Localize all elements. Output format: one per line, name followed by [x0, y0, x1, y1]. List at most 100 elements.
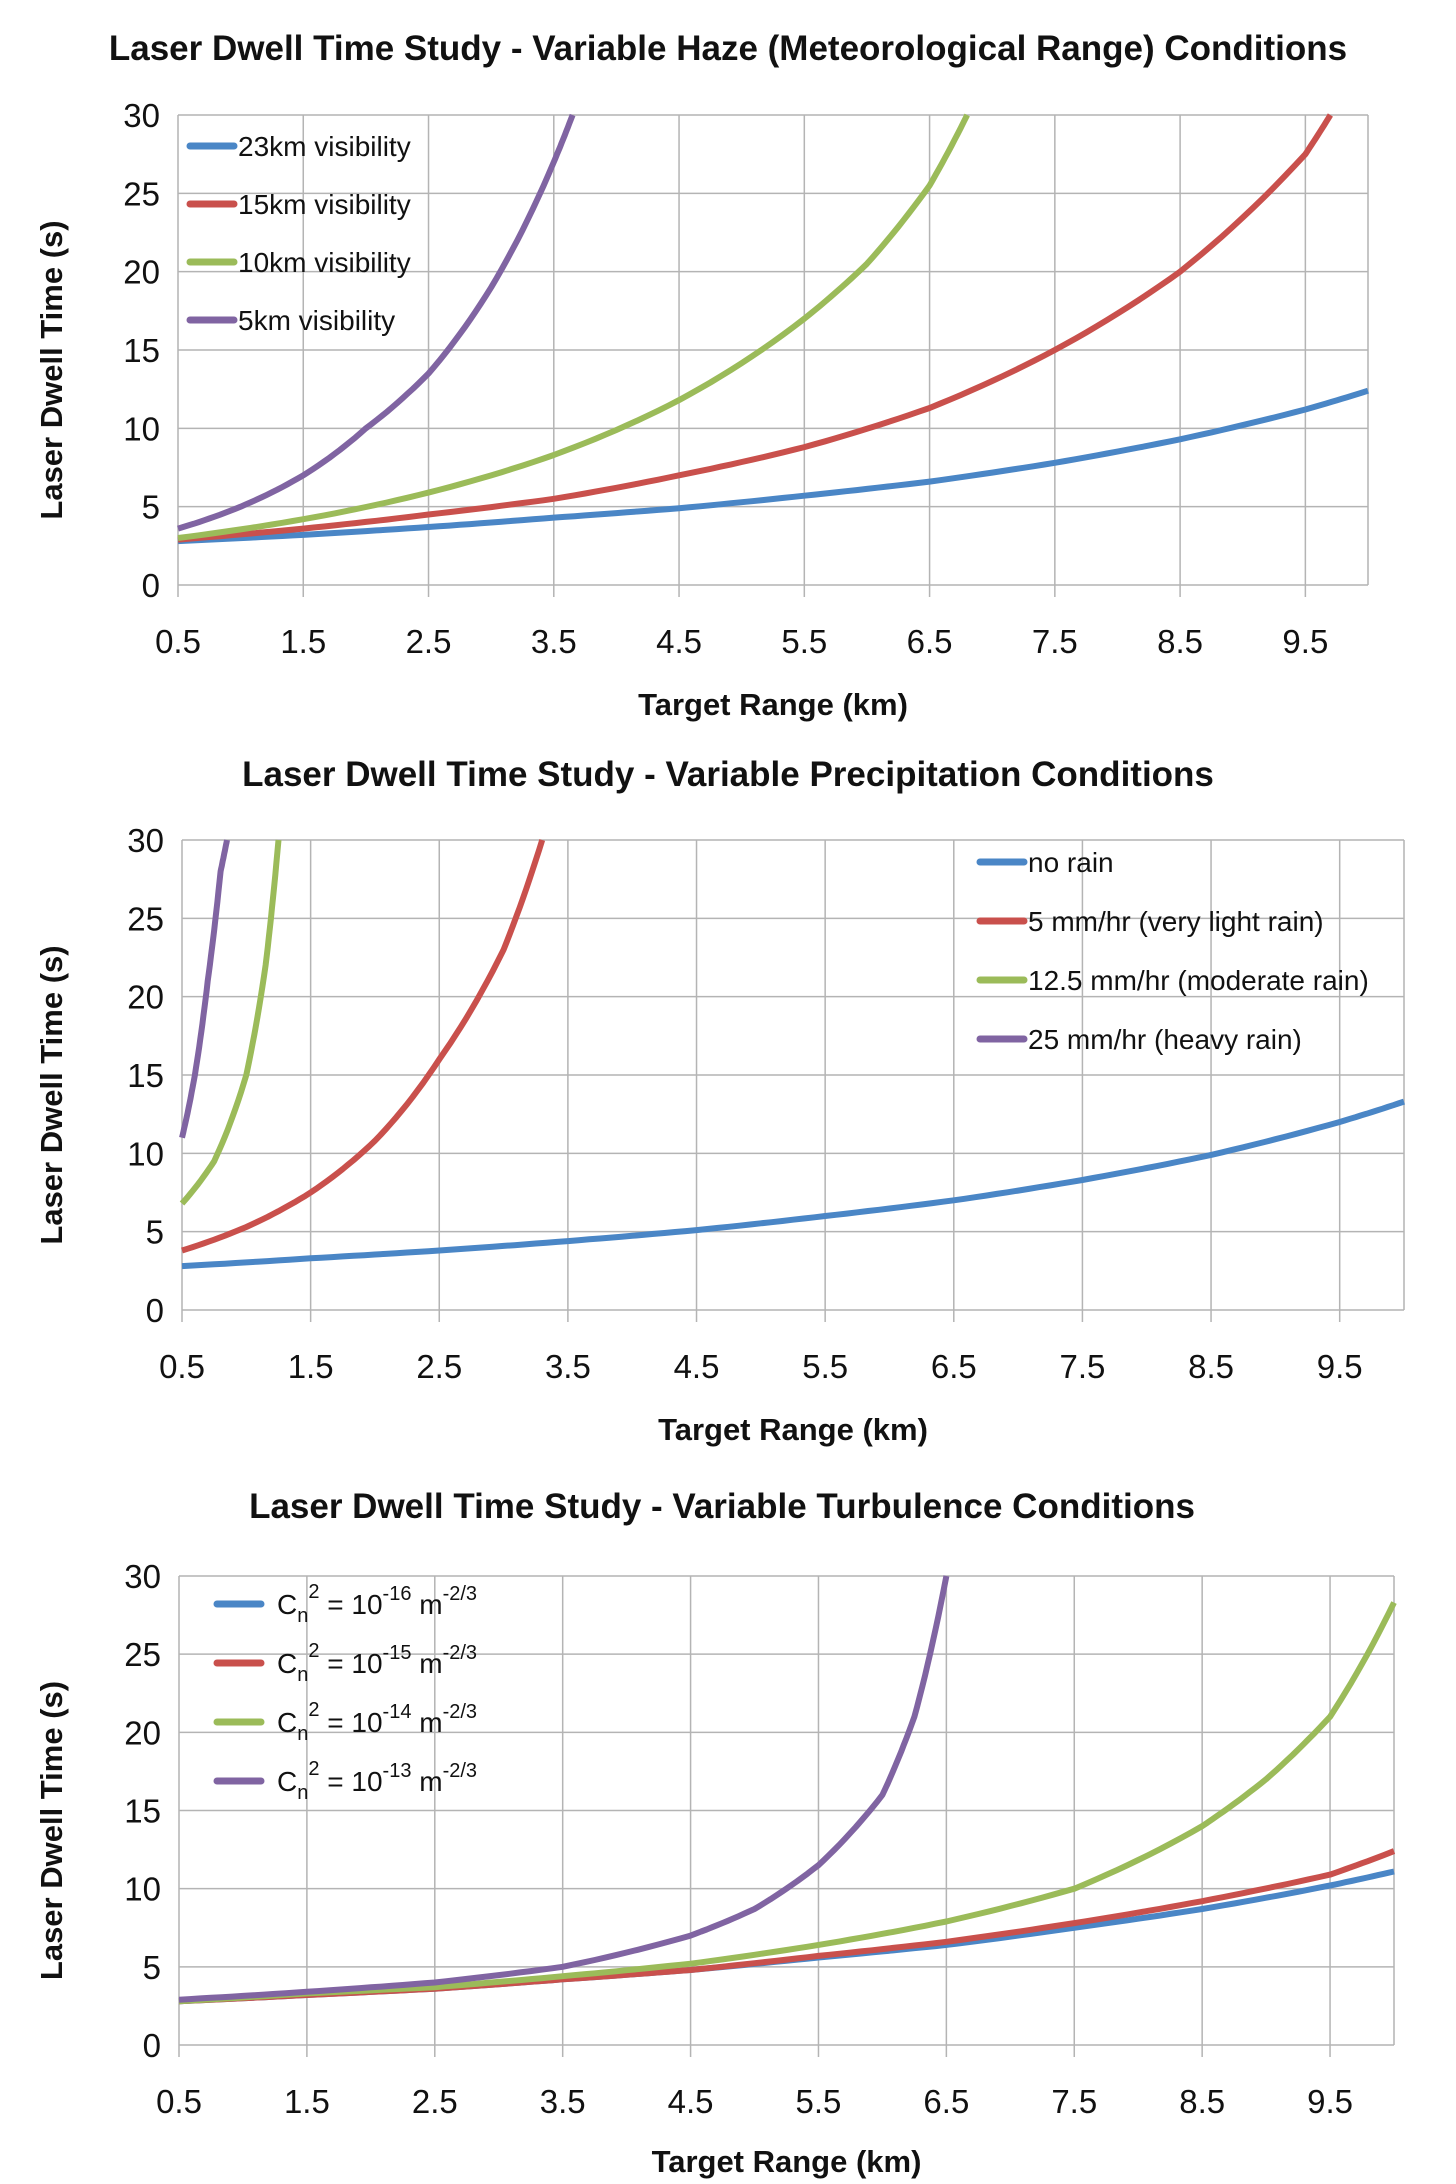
y-axis-label: Laser Dwell Time (s) — [34, 945, 69, 1244]
legend-label: Cn2 = 10-16 m-2/3 — [277, 1581, 477, 1627]
y-tick-label: 15 — [124, 1793, 161, 1830]
x-tick-label: 7.5 — [1059, 1348, 1105, 1385]
legend-unit: m — [411, 1707, 442, 1738]
x-tick-label: 7.5 — [1051, 2083, 1097, 2120]
y-tick-label: 0 — [146, 1292, 164, 1329]
x-tick-label: 8.5 — [1188, 1348, 1234, 1385]
x-axis-label: Target Range (km) — [638, 687, 908, 722]
y-tick-label: 25 — [123, 175, 160, 212]
series-line-2 — [177, 113, 1333, 543]
x-tick-label: 5.5 — [781, 623, 827, 660]
y-tick-label: 30 — [123, 97, 160, 134]
chart-title: Laser Dwell Time Study - Variable Turbul… — [249, 1487, 1195, 1526]
x-tick-label: 4.5 — [668, 2083, 714, 2120]
x-axis-label: Target Range (km) — [652, 2144, 922, 2179]
legend-superscript: 2 — [308, 1699, 319, 1721]
y-tick-label: 30 — [127, 822, 164, 859]
x-tick-label: 6.5 — [931, 1348, 977, 1385]
x-tick-label: 9.5 — [1307, 2083, 1353, 2120]
legend-unit-exponent: -2/3 — [443, 1583, 477, 1605]
legend-unit: m — [411, 1589, 442, 1620]
series-line-2 — [181, 839, 546, 1254]
y-tick-label: 20 — [124, 1714, 161, 1751]
x-tick-label: 9.5 — [1282, 623, 1328, 660]
legend-label: 5km visibility — [238, 305, 395, 336]
series-line-2 — [178, 1848, 1396, 2005]
legend-label: 15km visibility — [238, 189, 411, 220]
y-tick-label: 20 — [123, 254, 160, 291]
x-tick-label: 0.5 — [159, 1348, 205, 1385]
x-tick-label: 7.5 — [1032, 623, 1078, 660]
legend-c: C — [277, 1707, 297, 1738]
x-tick-label: 2.5 — [412, 2083, 458, 2120]
x-tick-label: 1.5 — [280, 623, 326, 660]
y-tick-label: 25 — [127, 900, 164, 937]
x-tick-label: 1.5 — [284, 2083, 330, 2120]
legend-superscript: 2 — [308, 1640, 319, 1662]
x-tick-label: 4.5 — [656, 623, 702, 660]
legend-label: Cn2 = 10-13 m-2/3 — [277, 1758, 477, 1804]
legend-label: 12.5 mm/hr (moderate rain) — [1028, 965, 1369, 996]
x-tick-label: 3.5 — [540, 2083, 586, 2120]
legend-label: 5 mm/hr (very light rain) — [1028, 906, 1324, 937]
y-tick-label: 10 — [127, 1135, 164, 1172]
legend-label: 25 mm/hr (heavy rain) — [1028, 1024, 1302, 1055]
x-axis-label: Target Range (km) — [658, 1412, 928, 1447]
chart-title: Laser Dwell Time Study - Variable Haze (… — [109, 29, 1347, 68]
legend-unit: m — [411, 1766, 442, 1797]
y-tick-label: 10 — [123, 410, 160, 447]
legend-eq: = 10 — [319, 1766, 382, 1797]
x-tick-label: 2.5 — [406, 623, 452, 660]
series-line-3 — [177, 113, 970, 541]
legend-subscript: n — [297, 1723, 308, 1745]
y-tick-label: 30 — [124, 1558, 161, 1595]
series-line-3 — [178, 1601, 1397, 2005]
legend-unit: m — [411, 1648, 442, 1679]
x-tick-label: 2.5 — [416, 1348, 462, 1385]
x-tick-label: 5.5 — [796, 2083, 842, 2120]
x-tick-label: 6.5 — [907, 623, 953, 660]
x-tick-label: 4.5 — [674, 1348, 720, 1385]
legend-eq: = 10 — [319, 1589, 382, 1620]
legend-subscript: n — [297, 1605, 308, 1627]
x-tick-label: 9.5 — [1317, 1348, 1363, 1385]
legend-exponent: -15 — [383, 1642, 412, 1664]
chart-3: Laser Dwell Time Study - Variable Turbul… — [34, 1487, 1397, 2179]
y-tick-label: 5 — [142, 489, 160, 526]
y-tick-label: 0 — [143, 2027, 161, 2064]
series-line-3 — [179, 839, 282, 1206]
x-tick-label: 0.5 — [156, 2083, 202, 2120]
legend-superscript: 2 — [308, 1758, 319, 1780]
x-tick-label: 0.5 — [155, 623, 201, 660]
legend-c: C — [277, 1648, 297, 1679]
legend-c: C — [277, 1589, 297, 1620]
y-tick-label: 15 — [123, 332, 160, 369]
series-line-4 — [178, 1575, 950, 2003]
legend-label: no rain — [1028, 847, 1114, 878]
y-tick-label: 5 — [143, 1949, 161, 1986]
legend-label: Cn2 = 10-15 m-2/3 — [277, 1640, 477, 1686]
x-tick-label: 6.5 — [923, 2083, 969, 2120]
chart-title: Laser Dwell Time Study - Variable Precip… — [242, 755, 1214, 794]
legend-subscript: n — [297, 1782, 308, 1804]
x-tick-label: 3.5 — [531, 623, 577, 660]
legend-label: 10km visibility — [238, 247, 411, 278]
y-tick-label: 10 — [124, 1871, 161, 1908]
y-axis-label: Laser Dwell Time (s) — [34, 1681, 69, 1980]
legend-eq: = 10 — [319, 1648, 382, 1679]
series-line-4 — [177, 113, 576, 532]
legend-label: 23km visibility — [238, 131, 411, 162]
legend-c: C — [277, 1766, 297, 1797]
series-line-1 — [181, 1098, 1405, 1270]
y-tick-label: 5 — [146, 1214, 164, 1251]
legend-unit-exponent: -2/3 — [443, 1760, 477, 1782]
y-tick-label: 15 — [127, 1057, 164, 1094]
legend-unit-exponent: -2/3 — [443, 1701, 477, 1723]
legend-superscript: 2 — [308, 1581, 319, 1603]
y-tick-label: 25 — [124, 1636, 161, 1673]
legend-subscript: n — [297, 1664, 308, 1686]
legend-exponent: -14 — [383, 1701, 412, 1723]
legend-exponent: -16 — [383, 1583, 412, 1605]
